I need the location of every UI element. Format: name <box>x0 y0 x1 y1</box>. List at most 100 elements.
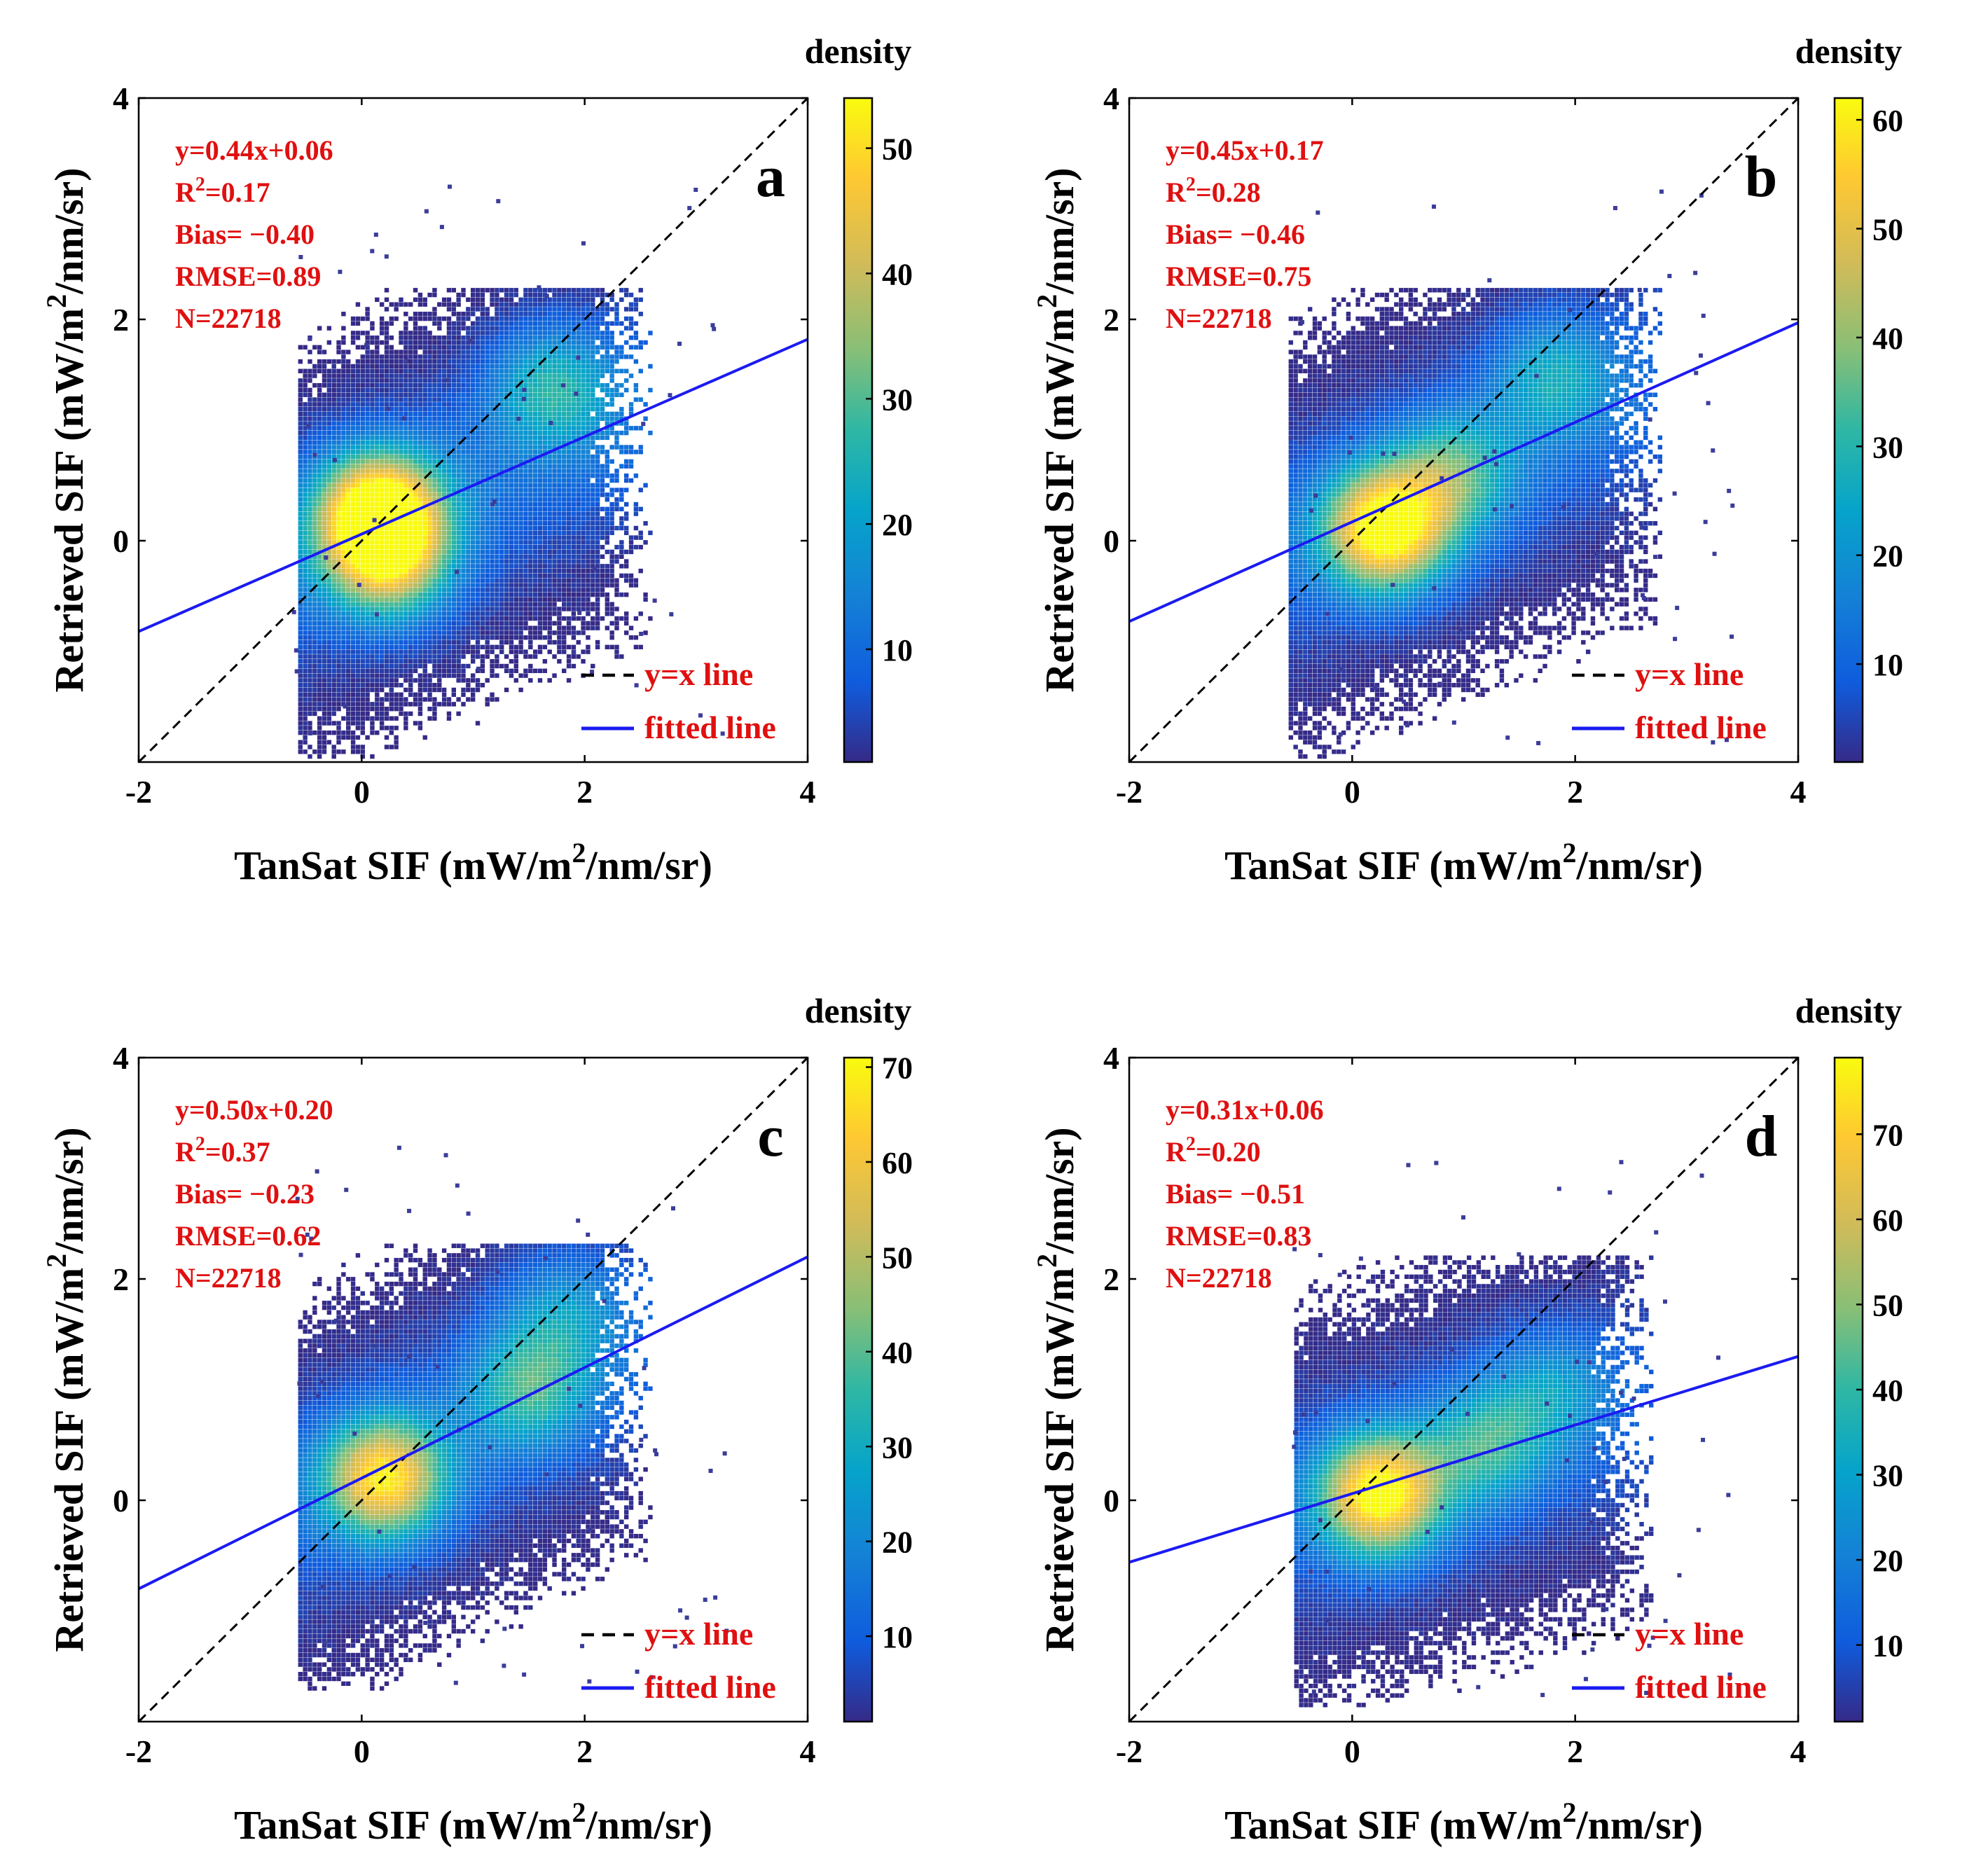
density-point <box>355 516 361 521</box>
density-point <box>308 535 312 540</box>
density-point <box>346 440 351 445</box>
density-point <box>480 625 485 630</box>
density-point <box>422 530 427 535</box>
density-point <box>475 382 481 388</box>
density-point <box>350 682 356 688</box>
density-point <box>552 345 557 350</box>
density-point <box>341 554 346 559</box>
density-point <box>513 402 518 407</box>
density-point <box>490 663 495 669</box>
density-point <box>495 331 499 335</box>
density-point <box>480 573 485 579</box>
density-point <box>336 663 341 669</box>
density-point <box>375 430 380 436</box>
density-point <box>379 663 385 669</box>
density-point <box>322 621 327 626</box>
density-point <box>370 387 375 393</box>
density-point <box>595 578 600 583</box>
density-point <box>399 506 403 512</box>
density-point <box>451 331 457 335</box>
density-point <box>566 364 572 369</box>
density-point <box>451 597 457 602</box>
density-point <box>298 706 303 712</box>
density-point <box>350 621 356 626</box>
density-point <box>346 644 351 650</box>
density-point <box>446 331 452 335</box>
density-point <box>360 501 365 507</box>
density-point <box>456 469 461 473</box>
density-point <box>532 459 538 464</box>
density-point <box>513 359 518 364</box>
density-point <box>375 345 380 350</box>
density-point <box>537 364 543 369</box>
density-point <box>413 483 418 488</box>
density-point <box>336 721 341 726</box>
density-point <box>384 549 389 555</box>
density-point <box>456 373 461 378</box>
density-point <box>518 345 523 350</box>
density-point <box>331 687 336 693</box>
density-point <box>456 354 461 359</box>
density-point <box>470 445 476 450</box>
density-point <box>365 440 370 445</box>
density-point <box>591 602 595 607</box>
density-point <box>346 544 351 550</box>
density-point <box>571 549 577 555</box>
density-point <box>360 487 365 492</box>
density-point <box>408 625 413 630</box>
density-point <box>586 430 591 436</box>
density-point <box>542 473 548 478</box>
density-point <box>456 583 461 588</box>
density-point <box>394 483 399 488</box>
density-point <box>475 644 481 650</box>
density-point <box>375 573 380 579</box>
density-point <box>562 649 567 654</box>
density-point <box>394 435 399 441</box>
density-point <box>355 445 361 450</box>
density-point <box>375 663 380 669</box>
density-point <box>485 340 490 345</box>
density-point <box>591 421 595 426</box>
density-point <box>456 464 461 469</box>
density-point <box>331 754 336 759</box>
density-point <box>422 359 427 364</box>
density-point <box>480 454 485 459</box>
density-point <box>408 535 413 540</box>
density-point <box>586 378 591 383</box>
density-point <box>331 635 336 640</box>
density-point <box>322 564 327 569</box>
density-point <box>523 288 528 293</box>
density-point <box>537 450 543 455</box>
density-point <box>571 297 577 303</box>
density-point <box>542 378 548 383</box>
density-point <box>355 345 361 350</box>
density-point <box>312 711 317 717</box>
density-point <box>586 345 591 350</box>
density-point <box>422 639 427 645</box>
density-point <box>365 597 370 602</box>
density-point <box>432 525 437 531</box>
density-point <box>312 402 317 407</box>
density-point <box>379 469 385 473</box>
density-point <box>466 402 471 407</box>
density-point <box>331 497 336 502</box>
density-point <box>331 520 336 526</box>
density-point <box>384 544 389 550</box>
density-point <box>360 711 365 717</box>
density-point <box>317 583 322 588</box>
density-point <box>379 382 385 388</box>
density-point <box>571 302 577 307</box>
density-point <box>336 668 341 674</box>
density-point <box>413 663 418 669</box>
density-point <box>495 316 499 321</box>
density-point <box>346 473 351 478</box>
density-point <box>408 597 413 602</box>
density-point <box>422 520 427 526</box>
density-point <box>466 454 471 459</box>
density-point <box>576 426 581 431</box>
density-point <box>504 416 509 421</box>
density-point <box>317 483 322 488</box>
density-point <box>504 492 509 497</box>
density-point <box>322 592 327 597</box>
density-point <box>441 673 447 678</box>
